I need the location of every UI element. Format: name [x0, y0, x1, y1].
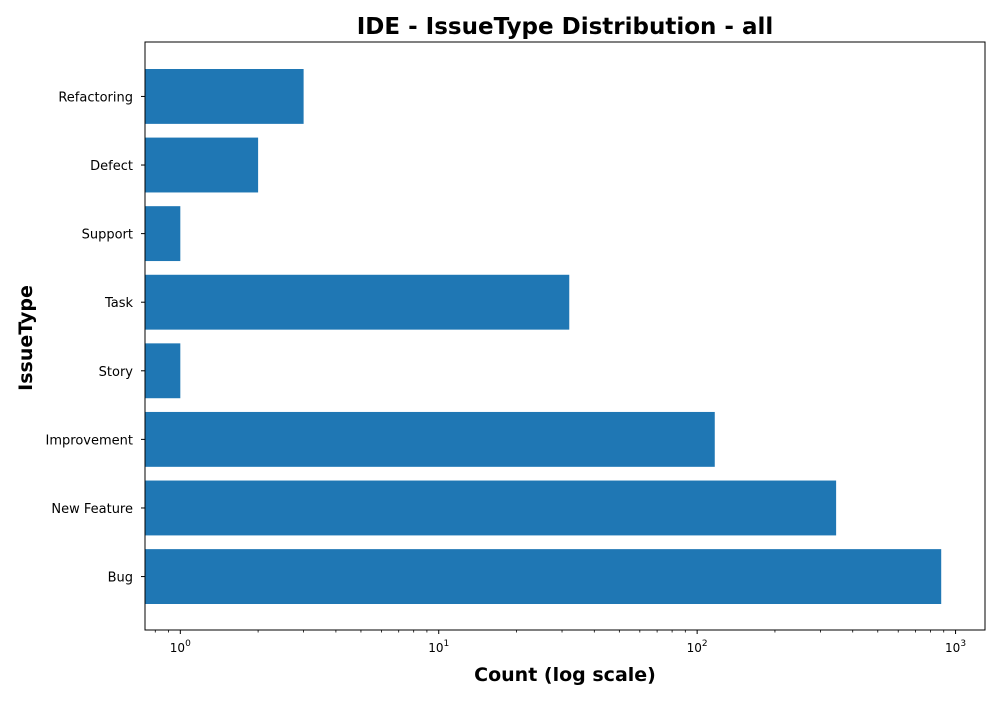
- y-axis-label: IssueType: [15, 285, 37, 391]
- y-tick-label: Defect: [90, 159, 133, 174]
- y-tick-label: Improvement: [46, 433, 133, 448]
- y-tick-label: New Feature: [51, 502, 133, 517]
- bar-improvement: [145, 411, 715, 467]
- x-tick-label: 101: [428, 639, 449, 655]
- bar-defect: [145, 137, 259, 193]
- x-tick-label: 102: [687, 639, 708, 655]
- y-tick-label: Task: [104, 296, 134, 311]
- bar-refactoring: [145, 69, 304, 124]
- bar-bug: [145, 549, 942, 604]
- y-tick-label: Refactoring: [58, 90, 133, 105]
- y-tick-label: Bug: [108, 571, 133, 586]
- bar-new-feature: [145, 480, 837, 536]
- chart-title: IDE - IssueType Distribution - all: [357, 14, 773, 40]
- x-axis-label: Count (log scale): [474, 664, 656, 686]
- bar-support: [145, 206, 181, 262]
- x-tick-label: 103: [945, 639, 966, 655]
- bar-task: [145, 274, 570, 330]
- y-tick-label: Story: [99, 365, 134, 380]
- bar-story: [145, 343, 181, 399]
- x-tick-label: 100: [170, 639, 191, 655]
- ticks-layer: Bug New Feature Improvement Story Task Suppor…: [46, 90, 967, 655]
- y-tick-label: Support: [82, 228, 133, 243]
- plot-area-frame: [144, 41, 986, 631]
- bars-layer: [145, 69, 942, 604]
